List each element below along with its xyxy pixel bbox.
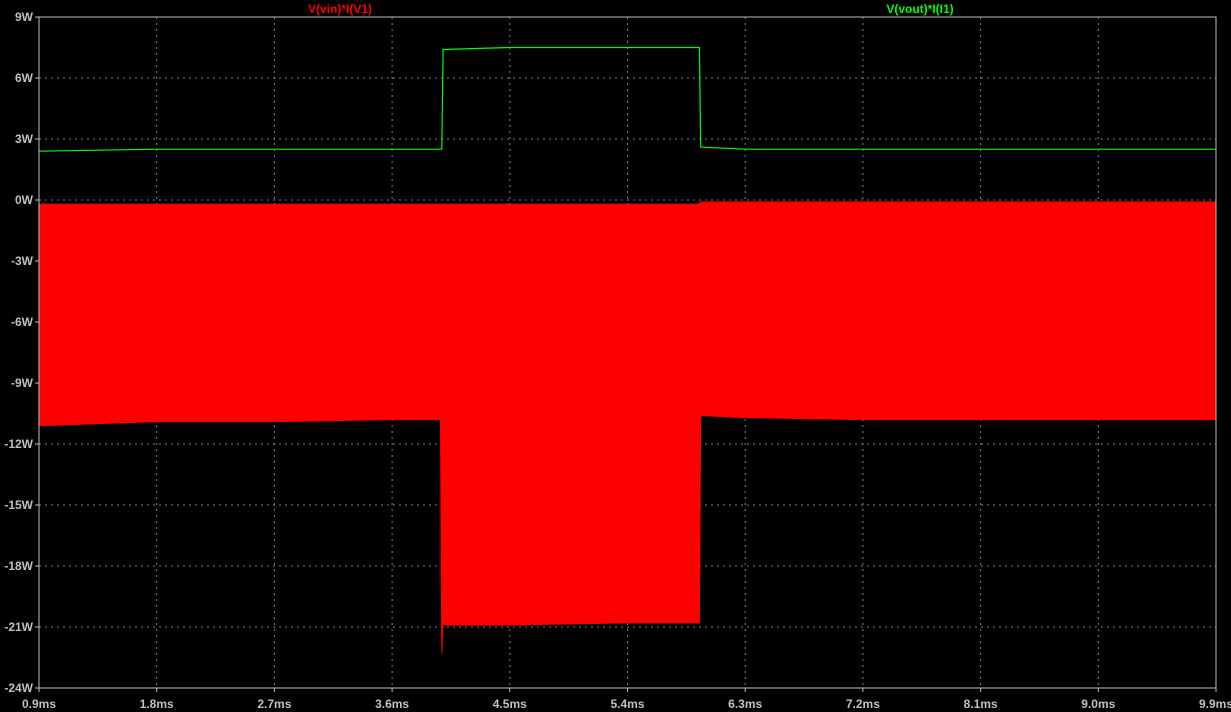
y-tick-label: 6W <box>15 71 34 85</box>
legend: V(vin)*I(V1) V(vout)*I(I1) <box>308 2 954 16</box>
x-tick-label: 4.5ms <box>493 697 527 711</box>
x-tick-label: 2.7ms <box>257 697 291 711</box>
y-tick-label: -21W <box>4 620 33 634</box>
legend-entry: V(vin)*I(V1) <box>308 2 372 16</box>
y-tick-label: -24W <box>4 681 33 695</box>
series-vout-power <box>38 46 1216 152</box>
x-tick-label: 0.9ms <box>22 697 56 711</box>
y-tick-label: -12W <box>4 437 33 451</box>
x-tick-label: 1.8ms <box>140 697 174 711</box>
x-tick-label: 9.9ms <box>1199 697 1231 711</box>
y-tick-label: -9W <box>11 376 34 390</box>
y-tick-label: -6W <box>11 315 34 329</box>
x-tick-label: 8.1ms <box>964 697 998 711</box>
x-tick-label: 6.3ms <box>728 697 762 711</box>
y-tick-label: -3W <box>11 254 34 268</box>
legend-entry: V(vout)*I(I1) <box>886 2 953 16</box>
x-tick-label: 7.2ms <box>846 697 880 711</box>
y-tick-label: -18W <box>4 559 33 573</box>
x-tick-label: 3.6ms <box>375 697 409 711</box>
y-tick-label: 9W <box>15 10 34 24</box>
x-tick-label: 5.4ms <box>610 697 644 711</box>
y-tick-label: 0W <box>15 193 34 207</box>
axis-ticks: 0.9ms 1.8ms 2.7ms 3.6ms 4.5ms 5.4ms 6.3ms 7.2ms… <box>4 10 1231 711</box>
y-tick-label: -15W <box>4 498 33 512</box>
series-vin-power <box>38 201 1217 654</box>
x-tick-label: 9.0ms <box>1081 697 1115 711</box>
y-tick-label: 3W <box>15 132 34 146</box>
